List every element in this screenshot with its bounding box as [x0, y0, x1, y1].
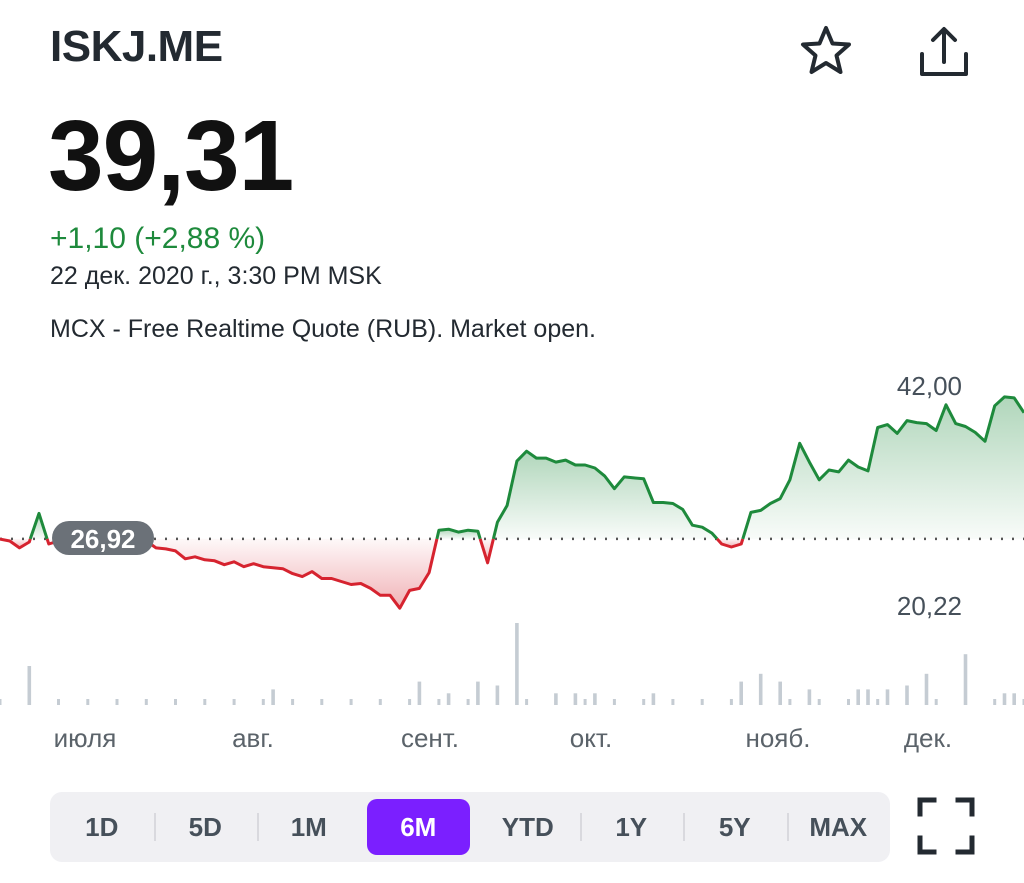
volume-bar [573, 693, 578, 705]
volume-tick [817, 699, 821, 705]
volume-tick [905, 699, 909, 705]
volume-tick [642, 699, 646, 705]
x-axis-label: сент. [401, 723, 459, 753]
volume-tick [671, 699, 675, 705]
price-change: +1,10 (+2,88 %) [50, 222, 266, 255]
price-area-1 [30, 513, 48, 539]
volume-tick [525, 699, 529, 705]
volume-bar [593, 693, 597, 705]
volume-bar [856, 689, 860, 705]
volume-tick [27, 699, 31, 705]
price-area-5 [493, 451, 718, 539]
volume-bar [1002, 693, 1007, 705]
price-line-segment-7 [741, 395, 1024, 540]
volume-tick [291, 699, 295, 705]
price-line-segment-5 [491, 449, 719, 540]
current-price: 39,31 [48, 100, 294, 212]
price-line-segment-6 [715, 537, 745, 549]
price-line-segment-4 [478, 538, 495, 565]
star-icon[interactable] [796, 22, 856, 82]
volume-tick [437, 699, 441, 705]
price-line-segment-0 [0, 537, 32, 550]
volume-bar [417, 681, 422, 705]
volume-bar [476, 681, 480, 705]
volume-tick [378, 699, 382, 705]
range-tab-max[interactable]: MAX [786, 799, 891, 855]
quote-source: MCX - Free Realtime Quote (RUB). Market … [50, 315, 596, 343]
volume-tick [554, 699, 558, 705]
volume-tick [993, 699, 997, 705]
baseline-value-label: 26,92 [70, 524, 135, 554]
volume-bar [651, 693, 656, 705]
x-axis-label: дек. [904, 723, 952, 753]
volume-tick [349, 699, 353, 705]
volume-bar [515, 623, 519, 705]
volume-tick [466, 699, 470, 705]
volume-bar [905, 685, 909, 705]
y-axis-min-label: 20,22 [897, 591, 962, 621]
x-axis-label: окт. [570, 723, 612, 753]
price-line-segment-1 [28, 511, 49, 540]
volume-bar [758, 673, 763, 705]
price-area-7 [742, 396, 1024, 539]
volume-bar [807, 689, 812, 705]
volume-tick [320, 699, 324, 705]
volume-tick [261, 699, 265, 705]
y-axis-max-label: 42,00 [897, 371, 962, 401]
volume-tick [232, 699, 236, 705]
volume-tick [115, 699, 119, 705]
volume-tick [788, 699, 792, 705]
volume-bar [885, 689, 890, 705]
range-tab-1m[interactable]: 1M [257, 799, 361, 855]
volume-tick [934, 699, 938, 705]
volume-bar [963, 654, 968, 705]
range-tab-ytd[interactable]: YTD [501, 811, 554, 842]
volume-tick [759, 699, 763, 705]
volume-bar [495, 685, 500, 705]
volume-bar [866, 689, 870, 705]
volume-tick [144, 699, 148, 705]
volume-bar [446, 693, 451, 705]
volume-tick [1022, 699, 1024, 705]
x-axis-label: авг. [232, 723, 274, 753]
volume-tick [583, 699, 587, 705]
x-axis-label: нояб. [745, 723, 810, 753]
price-area-2 [47, 538, 437, 609]
volume-bar [1012, 693, 1016, 705]
ticker-symbol: ISKJ.ME [50, 22, 223, 71]
volume-tick [57, 699, 60, 705]
volume-bar [27, 666, 32, 705]
range-tab-1y[interactable]: 1Y [579, 799, 684, 855]
volume-tick [612, 699, 616, 705]
range-tab-5d[interactable]: 5D [153, 799, 258, 855]
volume-tick [86, 699, 90, 705]
share-icon[interactable] [914, 22, 974, 82]
volume-tick [729, 699, 733, 705]
range-tab-5y[interactable]: 5Y [683, 799, 787, 855]
volume-tick [174, 699, 177, 705]
volume-bar [924, 673, 929, 705]
volume-tick [847, 699, 850, 705]
volume-tick [964, 699, 967, 705]
baseline-badge [52, 521, 154, 555]
volume-tick [408, 699, 412, 705]
quote-timestamp: 22 дек. 2020 г., 3:30 PM MSK [50, 262, 382, 290]
volume-bar [739, 681, 743, 705]
fullscreen-icon[interactable] [916, 796, 976, 856]
price-chart[interactable]: 42,00 20,22 26,92 июля авг. сент. окт. нояб.… [0, 360, 1024, 760]
volume-tick [700, 699, 704, 705]
range-tab-1d[interactable]: 1D [85, 811, 119, 842]
time-range-selector: 1D 5D 1M 6M YTD 1Y 5Y MAX [50, 792, 890, 862]
volume-bar [271, 689, 275, 705]
volume-bar [778, 681, 782, 705]
x-axis-label: июля [54, 723, 117, 753]
price-line-segment-3 [435, 527, 482, 540]
volume-tick [203, 699, 207, 705]
volume-tick [495, 699, 499, 705]
range-tab-6m[interactable]: 6M [366, 799, 470, 855]
volume-tick [876, 699, 880, 705]
volume-tick [0, 699, 2, 705]
